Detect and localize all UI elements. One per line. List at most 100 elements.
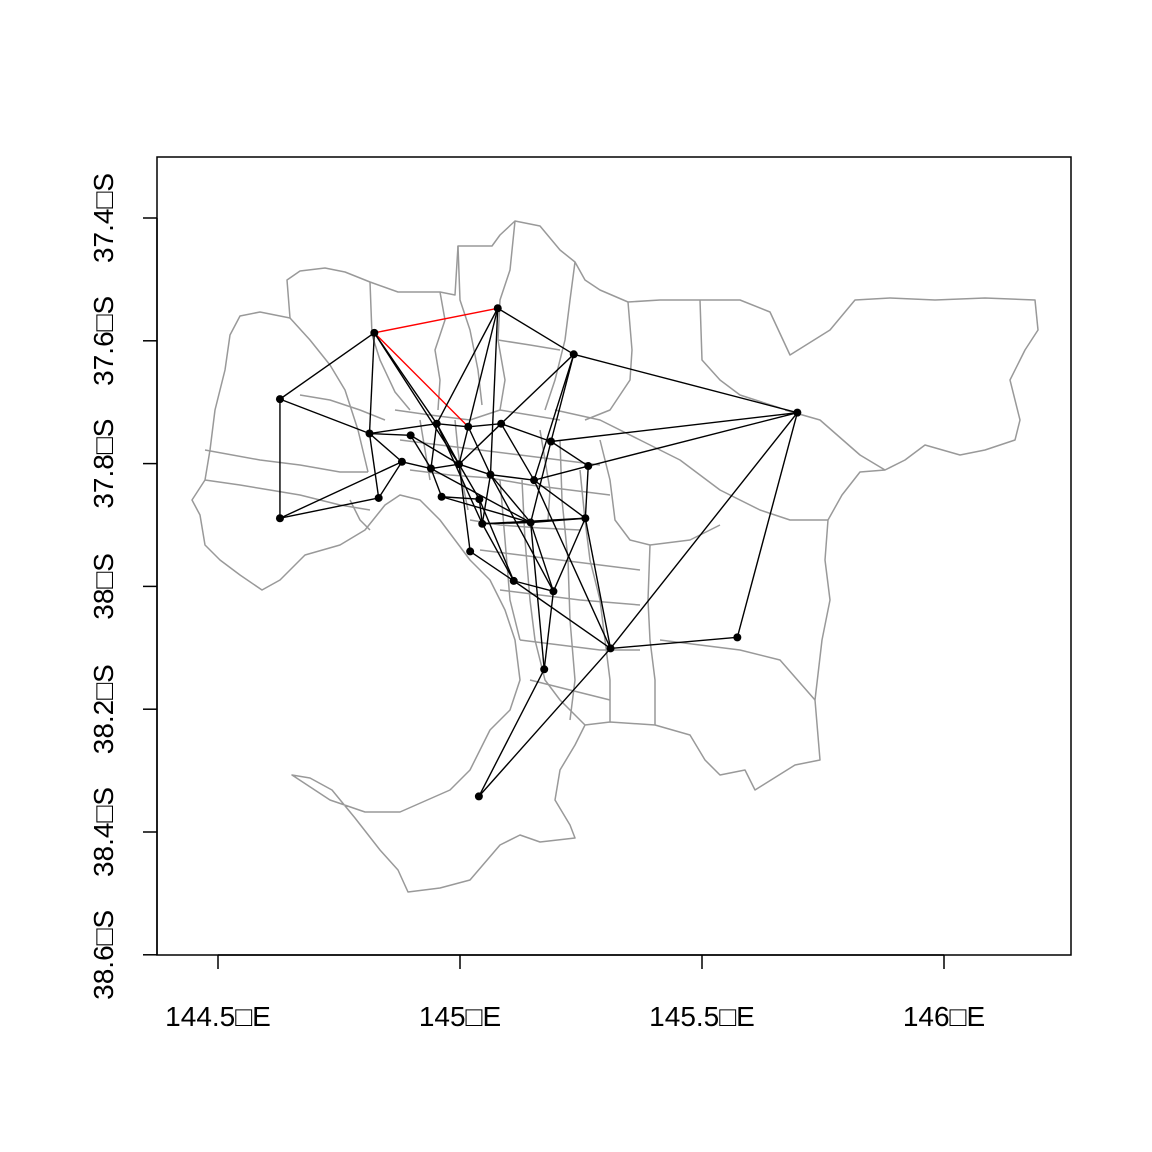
edge-W-AA xyxy=(529,522,555,592)
edge-F-H xyxy=(369,422,437,435)
x-tick-label: 146□E xyxy=(903,1001,985,1032)
edge-I-J xyxy=(468,422,502,428)
node-AE xyxy=(474,792,483,801)
edge-E-F xyxy=(279,398,370,435)
edge-M-N xyxy=(430,463,460,470)
edge-Z-AA xyxy=(513,580,554,592)
edge-C-P xyxy=(533,354,575,481)
edge-A-I xyxy=(373,332,469,428)
node-X xyxy=(581,514,590,523)
node-A xyxy=(370,328,379,337)
node-R xyxy=(275,514,284,523)
edge-F-G xyxy=(369,432,411,437)
edge-C-J xyxy=(500,353,575,425)
node-AC xyxy=(733,633,742,642)
edge-J-K xyxy=(500,423,552,443)
edge-B-N xyxy=(458,308,499,465)
edge-K-Q xyxy=(550,440,589,467)
node-B xyxy=(493,304,502,313)
node-N xyxy=(455,460,464,469)
edge-K-W xyxy=(529,441,552,523)
edge-M-T xyxy=(430,468,443,498)
edge-B-O xyxy=(489,308,499,475)
node-C xyxy=(569,350,578,359)
edge-F-L xyxy=(369,432,403,463)
y-tick-label: 38.6□S xyxy=(88,910,119,1000)
node-G xyxy=(406,431,415,440)
node-J xyxy=(497,419,506,428)
network-nodes xyxy=(275,304,802,801)
y-tick-label: 37.4□S xyxy=(88,173,119,263)
edge-G-N xyxy=(410,434,460,465)
edge-O-V xyxy=(481,474,492,524)
edge-D-Q xyxy=(588,411,798,467)
edge-G-M xyxy=(410,434,432,469)
edge-Y-Z xyxy=(469,550,515,582)
edge-P-X xyxy=(533,479,586,519)
edge-W-AD xyxy=(529,522,545,670)
edge-C-K xyxy=(550,354,575,442)
edge-R-L xyxy=(279,461,403,519)
edge-O-W xyxy=(489,474,532,523)
node-M xyxy=(426,464,435,473)
y-tick-label: 37.6□S xyxy=(88,296,119,386)
edge-O-AA xyxy=(489,474,555,592)
edge-AB-AC xyxy=(610,636,738,650)
edge-A-F xyxy=(368,332,376,434)
edge-AD-AE xyxy=(478,668,545,797)
x-tick-label: 144.5□E xyxy=(165,1001,271,1032)
node-AD xyxy=(540,665,549,674)
edge-Z-AB xyxy=(513,580,611,649)
edge-N-U xyxy=(458,463,480,500)
edge-N-Y xyxy=(458,464,471,552)
node-V xyxy=(478,519,487,528)
edge-D-AC xyxy=(736,412,799,638)
x-tick-label: 145□E xyxy=(419,1001,501,1032)
x-tick-label: 145.5□E xyxy=(649,1001,755,1032)
y-axis: 37.4□S 37.6□S 37.8□S 38□S 38.2□S 38.4□S 38.6□S xyxy=(88,173,158,1000)
y-tick-label: 38.4□S xyxy=(88,787,119,877)
edge-W-X xyxy=(530,517,586,524)
node-P xyxy=(530,476,539,485)
edge-L-S xyxy=(378,461,403,499)
edge-U-Z xyxy=(478,498,515,582)
node-F xyxy=(365,429,374,438)
y-tick-label: 38□S xyxy=(88,553,119,620)
edge-H-M xyxy=(430,423,438,469)
y-tick-label: 38.2□S xyxy=(88,664,119,754)
edge-AA-AD xyxy=(543,591,555,670)
edge-J-N xyxy=(458,423,502,465)
edge-F-S xyxy=(368,433,380,499)
node-K xyxy=(546,437,555,446)
node-D xyxy=(793,408,802,417)
node-T xyxy=(437,492,446,501)
edge-V-Z xyxy=(481,523,515,582)
outer-boundary xyxy=(191,220,1039,893)
edge-P-AB xyxy=(533,479,612,649)
edge-H-V xyxy=(436,423,483,525)
node-H xyxy=(432,419,441,428)
node-Q xyxy=(584,462,593,471)
edge-A-E xyxy=(279,332,375,400)
edge-R-S xyxy=(279,497,379,519)
node-W xyxy=(526,518,535,527)
edge-P-Q xyxy=(533,465,589,481)
y-tick-label: 37.8□S xyxy=(88,419,119,509)
edge-B-H xyxy=(436,307,499,425)
node-S xyxy=(374,493,383,502)
edge-D-AB xyxy=(609,412,798,649)
node-U xyxy=(475,495,484,504)
edge-C-D xyxy=(573,353,798,414)
edge-AB-AE xyxy=(478,647,612,797)
edge-Q-X xyxy=(584,466,589,519)
node-L xyxy=(397,457,406,466)
edge-N-O xyxy=(458,463,491,476)
edge-B-C xyxy=(497,307,575,355)
x-axis: 144.5□E 145□E 145.5□E 146□E xyxy=(165,954,985,1032)
edge-X-AA xyxy=(552,517,586,592)
network-edges xyxy=(279,307,799,797)
edge-X-AB xyxy=(584,518,612,649)
node-Z xyxy=(509,576,518,585)
node-AA xyxy=(549,587,558,596)
edge-L-M xyxy=(401,461,432,470)
